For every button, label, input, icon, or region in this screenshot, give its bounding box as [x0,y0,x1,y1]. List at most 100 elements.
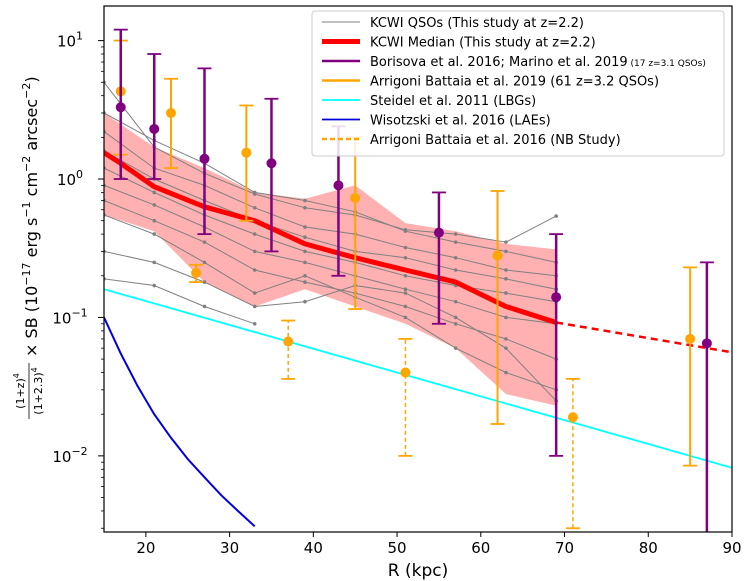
y-axis: 10−2 10−1 100 101 [52,30,104,529]
kcwi-qso-point [504,370,508,375]
kcwi-qso-point [403,315,408,320]
x-tick-label: 50 [388,539,407,557]
x-tick-label: 60 [471,539,490,557]
kcwi-qso-point [303,205,307,210]
borisova-marino-point [551,292,562,303]
kcwi-qso-point [303,273,307,278]
x-tick-label: 30 [220,539,239,557]
arrigoni-2019-point [241,147,252,158]
kcwi-qso-curve-1 [104,112,557,263]
kcwi-qso-point [453,240,458,244]
x-tick-label: 80 [639,539,658,557]
legend-box [311,10,725,157]
kcwi-qso-point [403,287,408,291]
kcwi-qso-point [504,240,508,244]
arrigoni-2019-point [191,267,202,278]
kcwi-qso-point [202,304,207,309]
borisova-marino-point [115,102,126,113]
kcwi-qso-point [453,321,458,326]
arrigoni-2016-point [283,336,294,347]
borisova-marino-point [701,338,712,349]
kcwi-qso-point [453,232,458,236]
kcwi-qso-point [504,277,508,281]
x-tick-label: 40 [304,539,323,557]
kcwi-qso-point [202,280,207,284]
x-axis: 20 30 40 50 60 70 80 90 [136,532,742,557]
x-axis-label: R (kpc) [388,561,448,581]
kcwi-qso-point [303,235,307,239]
kcwi-qso-point [403,304,408,309]
kcwi-qso-point [303,249,307,254]
borisova-marino-point [149,123,160,134]
kcwi-qso-point [453,299,458,304]
kcwi-qso-point [152,218,157,223]
plot-frame [103,5,733,533]
wisotzki-curve [104,316,256,528]
legend-label: KCWI QSOs (This study at z=2.2) [370,16,584,31]
kcwi-qso-point [303,225,307,229]
kcwi-qso-point [554,214,558,218]
kcwi-qso-point [504,315,508,320]
kcwi-qso-point [152,260,157,265]
kcwi-qso-point [252,205,257,210]
kcwi-qso-point [152,232,157,236]
kcwi-qso-point [303,260,307,265]
arrigoni-2019-point [350,192,361,203]
legend-label: Steidel et al. 2011 (LBGs) [370,94,536,109]
kcwi-qso-point [252,249,257,254]
kcwi-qso-point [453,315,458,320]
legend-label: Wisotzski et al. 2016 (LAEs) [370,114,551,129]
kcwi-qso-point [504,268,508,272]
kcwi-qso-curve-9 [104,278,255,325]
y-tick-label: 10−2 [52,445,87,466]
legend-label: Arrigoni Battaia et al. 2019 (61 z=3.2 Q… [370,75,659,90]
kcwi-qso-point [152,283,157,288]
kcwi-qso-curve-8 [104,250,557,402]
kcwi-qso-curve-2 [104,131,557,277]
y-label-fraction-numerator: (1+z)4 [12,373,27,409]
kcwi-qso-point [453,346,458,350]
kcwi-qso-point [252,268,257,272]
y-axis-label: (1+z)4 (1+2.3)4 × SB (10−17 erg s−1 cm−2… [12,76,45,419]
kcwi-qso-point [202,260,207,265]
legend-label: Arrigoni Battaia et al. 2016 (NB Study) [370,133,621,148]
legend-label: KCWI Median (This study at z=2.2) [370,36,596,51]
legend-entry-6: Arrigoni Battaia et al. 2016 (NB Study) [322,133,621,148]
kcwi-qso-curve-6 [104,200,557,360]
kcwi-qso-point [252,190,257,195]
x-tick-label: 70 [555,539,574,557]
kcwi-qso-point [152,190,157,195]
kcwi-qso-point [504,337,508,341]
kcwi-qso-curve-0 [104,81,557,243]
x-tick-label: 20 [136,539,155,557]
kcwi-qso-point [252,232,257,236]
legend-entry-1: KCWI Median (This study at z=2.2) [322,36,596,51]
legend-label: Borisova et al. 2016; Marino et al. 2019… [370,55,706,70]
legend-entry-0: KCWI QSOs (This study at z=2.2) [322,16,584,31]
arrigoni-2019-point [685,333,696,344]
y-label-fraction-denominator: (1+2.3)4 [30,367,45,414]
kcwi-qso-point [504,249,508,254]
kcwi-qso-point [453,255,458,260]
y-tick-label: 101 [57,30,83,51]
kcwi-qso-point [303,299,307,304]
steidel-line [104,288,732,469]
kcwi-qso-point [152,203,157,207]
kcwi-qso-point [504,291,508,295]
arrigoni-2016-point [400,367,411,378]
plot-area [104,28,732,532]
y-tick-label: 100 [57,168,83,189]
y-label-units: × SB (10−17 erg s−1 cm−2 arcsec−2) [20,76,41,357]
kcwi-median-line [104,150,557,325]
legend-entry-4: Steidel et al. 2011 (LBGs) [322,94,536,109]
kcwi-qso-point [202,240,207,244]
kcwi-qso-point [303,198,307,203]
legend-entry-3: Arrigoni Battaia et al. 2019 (61 z=3.2 Q… [322,75,659,90]
kcwi-qso-point [252,304,257,309]
kcwi-qso-point [403,245,408,250]
y-tick-label: 10−1 [52,306,87,327]
arrigoni-2016-point [567,412,578,423]
kcwi-qso-point [252,291,257,295]
kcwi-qso-point [403,255,408,260]
kcwi-median-extrapolation [555,321,732,354]
